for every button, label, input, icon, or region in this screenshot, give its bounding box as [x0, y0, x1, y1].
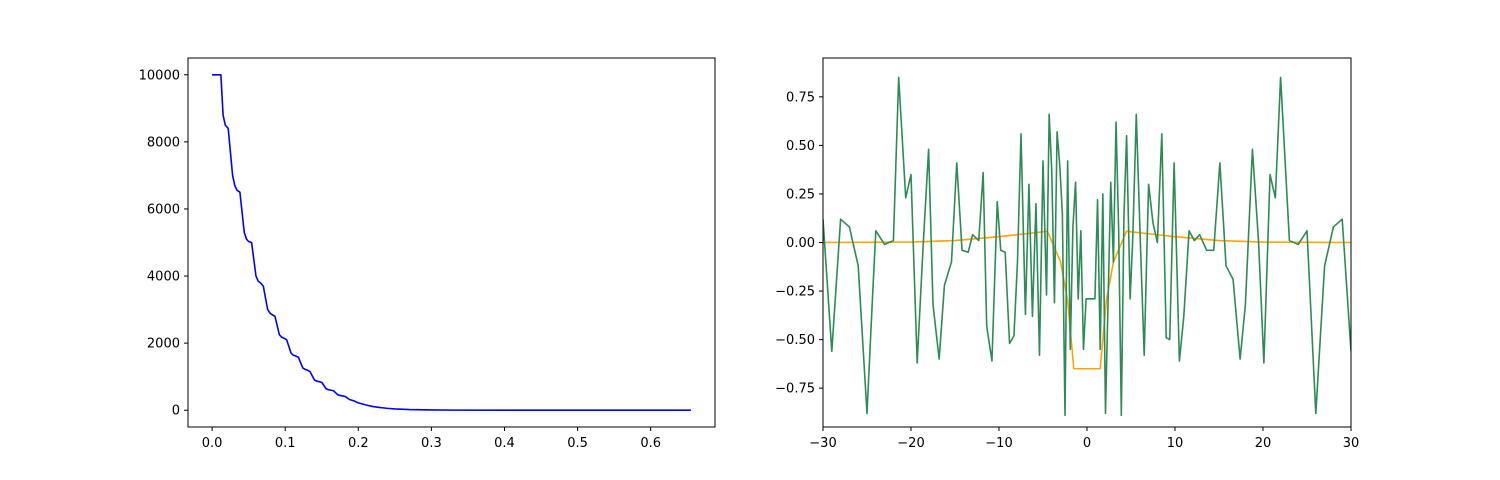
y-tick-label: 8000: [147, 135, 180, 150]
x-tick-label: −10: [985, 436, 1012, 451]
right-chart: −30 −20 −10 0 10 20 30 −0.75 −0.50 −0.25 0.00 0.25 0…: [775, 58, 1359, 451]
series-line-decay: [212, 75, 691, 410]
x-tick-label: 0.3: [421, 436, 442, 451]
x-tick-label: −30: [809, 436, 836, 451]
x-tick-label: 30: [1343, 436, 1360, 451]
x-tick-label: 0: [1083, 436, 1091, 451]
y-tick-label: 0.50: [786, 139, 815, 154]
x-tick-label: 0.4: [494, 436, 515, 451]
x-tick-label: 20: [1255, 436, 1272, 451]
x-tick-label: 0.6: [640, 436, 661, 451]
y-tick-label: −0.50: [775, 333, 815, 348]
y-tick-label: 0.25: [786, 187, 815, 202]
y-tick-label: 6000: [147, 202, 180, 217]
axes-frame: [188, 58, 715, 427]
x-tick-label: 0.2: [348, 436, 369, 451]
x-tick-label: −20: [897, 436, 924, 451]
series-line-green: [823, 77, 1351, 415]
left-chart: 0.0 0.1 0.2 0.3 0.4 0.5 0.6 0 2000 4000 6000 8000 10…: [139, 58, 715, 451]
y-tick-label: −0.25: [775, 285, 815, 300]
x-tick-label: 10: [1167, 436, 1184, 451]
y-tick-label: 0.00: [786, 236, 815, 251]
y-tick-label: 0: [172, 404, 180, 419]
x-tick-label: 0.1: [275, 436, 296, 451]
y-tick-label: 2000: [147, 337, 180, 352]
y-tick-label: 10000: [139, 68, 180, 83]
y-tick-label: 0.75: [786, 90, 815, 105]
y-tick-label: 4000: [147, 270, 180, 285]
x-tick-label: 0.5: [567, 436, 588, 451]
series-line-orange: [823, 231, 1351, 368]
y-tick-label: −0.75: [775, 382, 815, 397]
x-tick-label: 0.0: [202, 436, 223, 451]
